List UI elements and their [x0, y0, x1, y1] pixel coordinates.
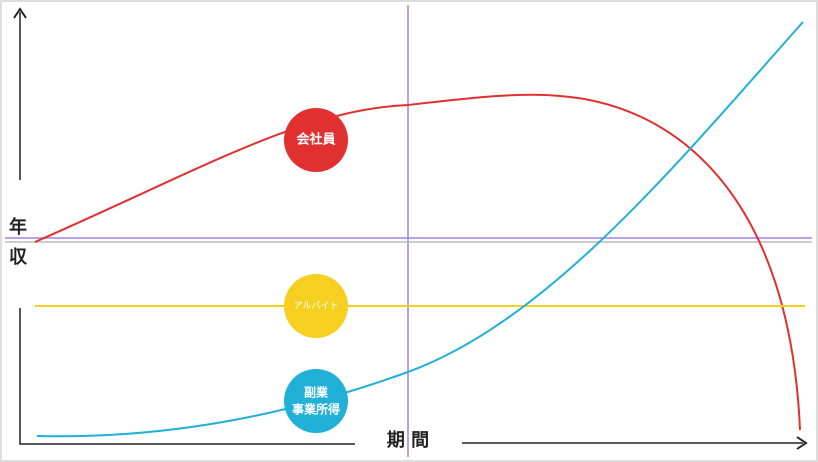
side-business-label: 事業所得 [292, 402, 340, 417]
axis-lower [19, 308, 355, 445]
side-business-curve [36, 21, 804, 438]
employee-label: 会社員 [296, 132, 335, 148]
employee-badge [284, 108, 348, 172]
parttime-label: アルバイト [294, 301, 339, 312]
y-axis-label: 年 [9, 216, 27, 238]
y-axis-label: 収 [9, 247, 28, 268]
side-business-label: 副業 [304, 385, 329, 400]
employee-curve [34, 93, 801, 431]
side-business-badge [284, 369, 348, 433]
parttime-badge [284, 274, 348, 338]
